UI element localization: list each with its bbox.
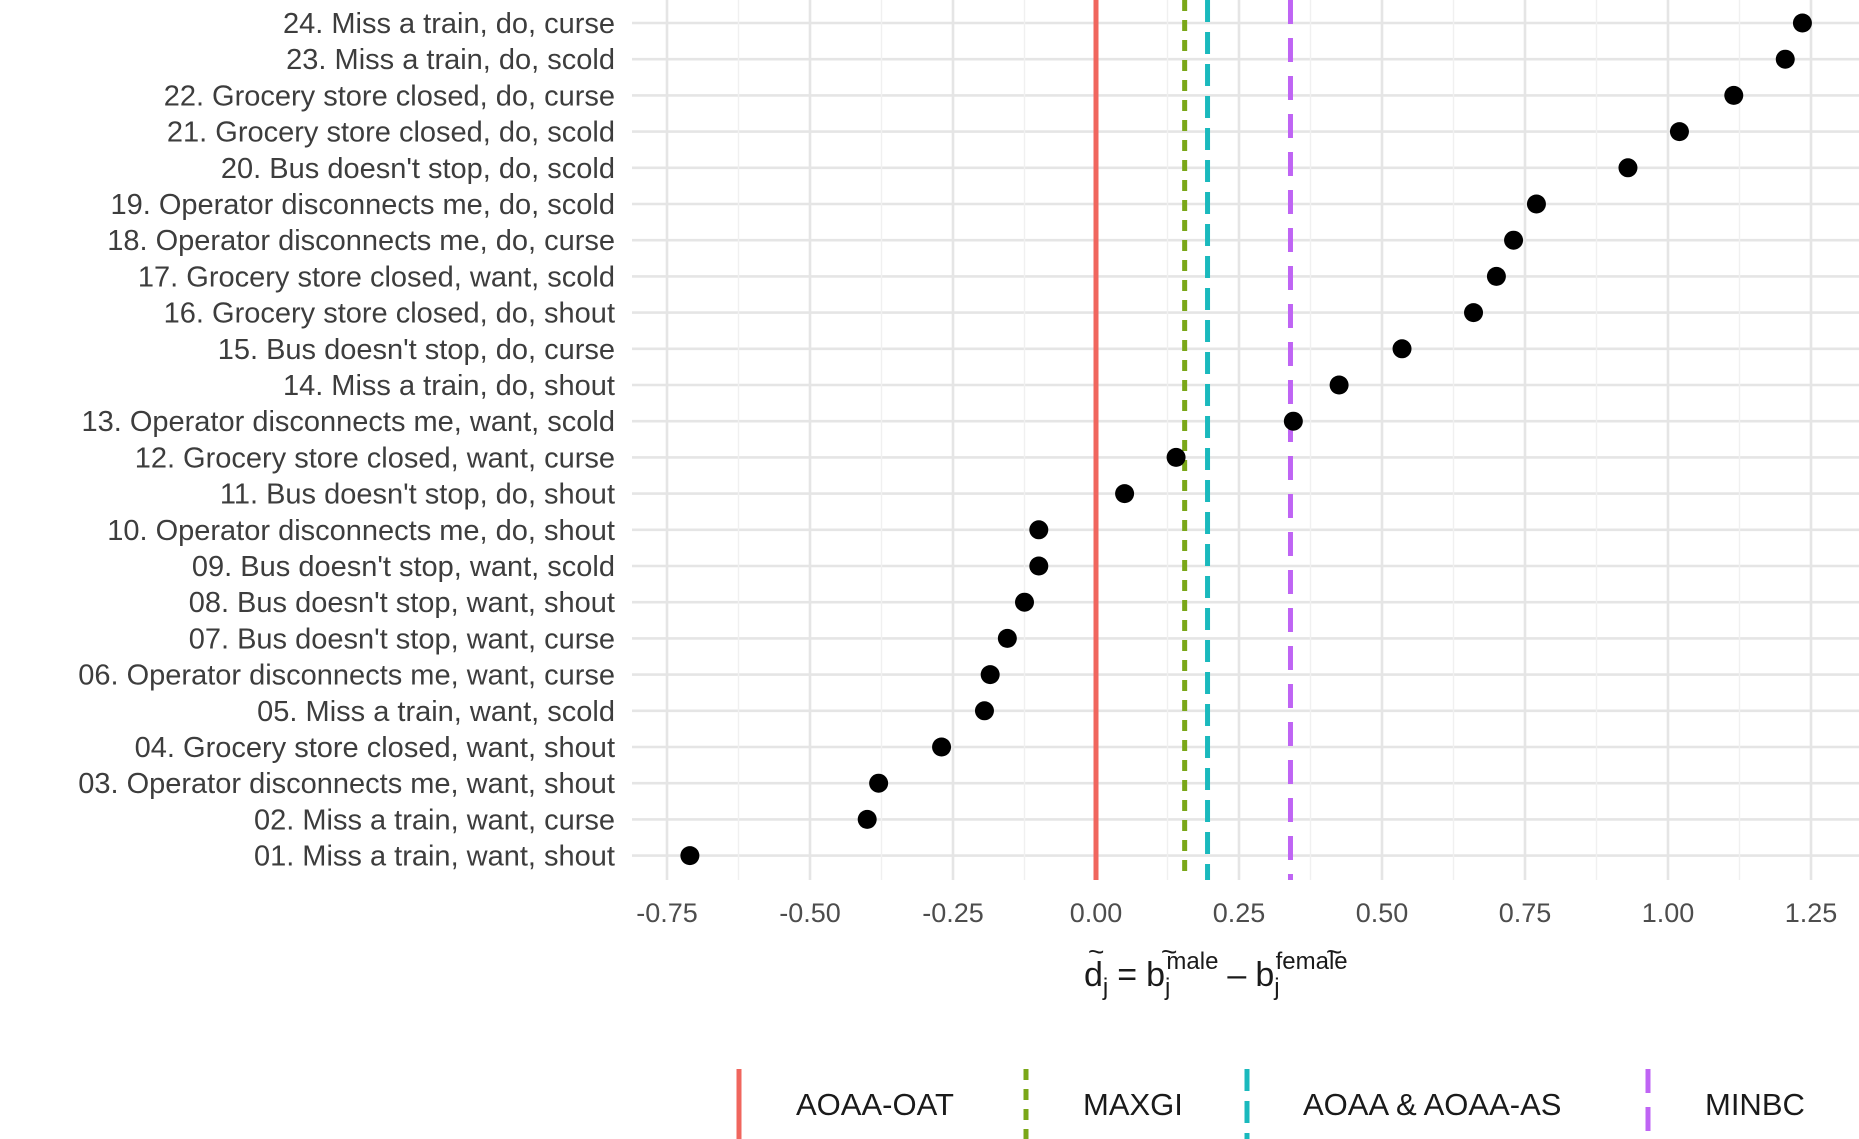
reference-lines <box>1093 0 1293 880</box>
legend: AOAA-OAT MAXGI AOAA & AOAA-AS MINBC <box>736 1069 1805 1139</box>
y-tick-label: 01. Miss a train, want, shout <box>254 841 615 873</box>
data-point <box>1775 49 1795 69</box>
legend-label: MAXGI <box>1083 1087 1183 1122</box>
data-point <box>1166 447 1186 467</box>
data-point <box>1724 85 1744 105</box>
y-tick-label: 24. Miss a train, do, curse <box>283 8 615 40</box>
data-point <box>1283 411 1303 431</box>
y-tick-label: 18. Operator disconnects me, do, curse <box>107 225 615 257</box>
data-point <box>1618 158 1638 178</box>
y-tick-label: 22. Grocery store closed, do, curse <box>164 80 615 112</box>
y-tick-label: 09. Bus doesn't stop, want, scold <box>192 551 615 583</box>
data-points <box>680 13 1812 866</box>
y-tick-label: 02. Miss a train, want, curse <box>254 804 615 836</box>
x-title-term1-sup: male <box>1166 948 1218 975</box>
x-axis-title: dj = bjmale – bjfemale <box>1084 948 1348 1001</box>
data-point <box>1792 13 1812 33</box>
data-point <box>932 737 952 757</box>
y-tick-label: 05. Miss a train, want, scold <box>257 696 615 728</box>
data-point <box>857 809 877 829</box>
y-tick-label: 17. Grocery store closed, want, scold <box>138 261 615 293</box>
y-tick-label: 06. Operator disconnects me, want, curse <box>78 660 615 692</box>
x-tick-label: 0.00 <box>1070 898 1123 928</box>
y-tick-label: 20. Bus doesn't stop, do, scold <box>221 153 615 185</box>
data-point <box>1015 592 1034 612</box>
data-point <box>1486 266 1506 286</box>
y-tick-label: 23. Miss a train, do, scold <box>286 44 615 76</box>
y-tick-label: 10. Operator disconnects me, do, shout <box>107 515 615 547</box>
legend-label: AOAA & AOAA-AS <box>1303 1087 1561 1122</box>
y-tick-label: 21. Grocery store closed, do, scold <box>167 117 615 149</box>
data-point <box>680 846 700 866</box>
x-tick-label: 1.25 <box>1785 898 1838 928</box>
y-tick-label: 16. Grocery store closed, do, shout <box>164 298 615 330</box>
x-axis-tick-labels: -0.75 -0.50 -0.25 0.00 0.25 0.50 0.75 1.00 1.25 <box>636 898 1837 928</box>
y-tick-label: 11. Bus doesn't stop, do, shout <box>220 479 615 511</box>
legend-label: AOAA-OAT <box>796 1087 954 1122</box>
x-tick-label: 0.50 <box>1356 898 1409 928</box>
x-title-eq: = <box>1117 956 1137 994</box>
data-point <box>997 628 1017 648</box>
x-title-tilde-2: ~ <box>1161 936 1177 967</box>
x-title-term1-sub: j <box>1164 974 1170 1001</box>
x-tick-label: -0.75 <box>636 898 698 928</box>
data-point <box>1392 339 1412 359</box>
data-point <box>1504 230 1524 250</box>
y-tick-label: 13. Operator disconnects me, want, scold <box>81 406 615 438</box>
x-title-term2-sub: j <box>1273 974 1279 1001</box>
x-tick-label: -0.25 <box>922 898 984 928</box>
data-point <box>1669 122 1689 142</box>
data-point <box>1115 484 1135 504</box>
data-point <box>1029 520 1049 540</box>
y-tick-label: 19. Operator disconnects me, do, scold <box>110 189 615 221</box>
legend-label: MINBC <box>1705 1087 1805 1122</box>
y-tick-label: 04. Grocery store closed, want, shout <box>135 732 615 764</box>
x-title-minus: – <box>1227 956 1246 994</box>
y-tick-label: 12. Grocery store closed, want, curse <box>135 442 615 474</box>
data-point <box>1464 303 1484 323</box>
x-title-term1: b <box>1146 956 1165 994</box>
x-title-lhs-sub: j <box>1102 974 1108 1001</box>
y-tick-label: 07. Bus doesn't stop, want, curse <box>189 623 615 655</box>
grid <box>632 0 1859 880</box>
x-tick-label: 0.25 <box>1213 898 1266 928</box>
x-tick-label: 1.00 <box>1642 898 1695 928</box>
y-tick-label: 08. Bus doesn't stop, want, shout <box>189 587 615 619</box>
x-tick-label: 0.75 <box>1499 898 1552 928</box>
y-tick-label: 03. Operator disconnects me, want, shout <box>78 768 615 800</box>
x-title-lhs: d <box>1084 956 1103 994</box>
data-point <box>869 773 889 793</box>
data-point <box>1526 194 1546 214</box>
x-tick-label: -0.50 <box>779 898 841 928</box>
x-title-tilde-3: ~ <box>1326 936 1342 967</box>
x-title-term2: b <box>1255 956 1274 994</box>
y-tick-label: 14. Miss a train, do, shout <box>283 370 615 402</box>
data-point <box>974 701 994 721</box>
y-axis-labels: 01. Miss a train, want, shout 02. Miss a … <box>78 8 615 873</box>
data-point <box>1029 556 1049 576</box>
data-point <box>1329 375 1349 395</box>
data-point <box>980 665 1000 685</box>
x-title-tilde-1: ~ <box>1088 936 1104 967</box>
x-title-term2-sup: female <box>1276 948 1348 975</box>
y-tick-label: 15. Bus doesn't stop, do, curse <box>218 334 615 366</box>
